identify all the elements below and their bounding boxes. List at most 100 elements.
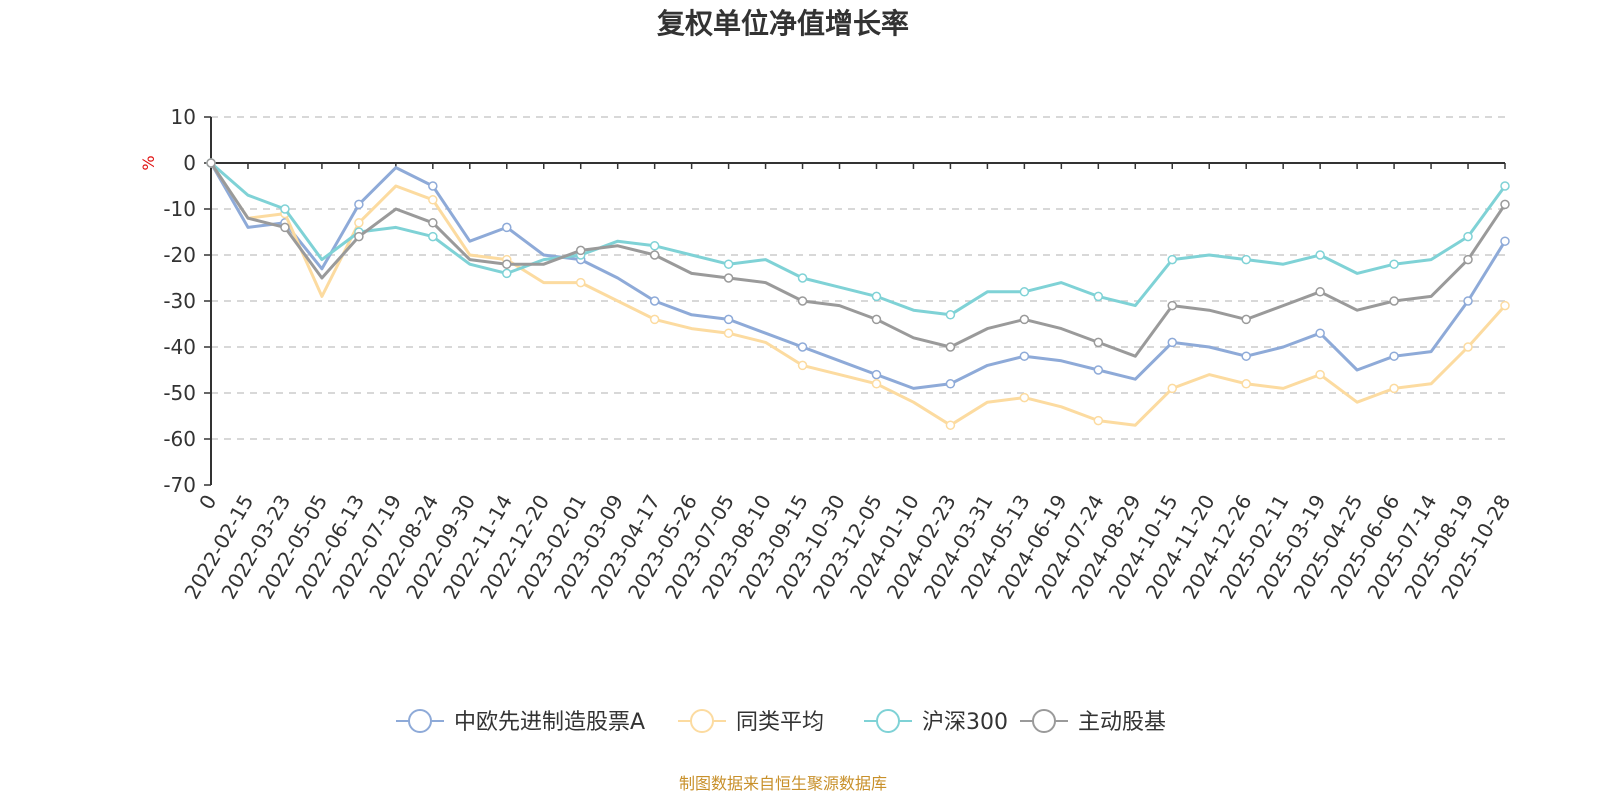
data-point-1-14 bbox=[723, 328, 734, 338]
legend-item-3[interactable]: 主动股基 bbox=[1020, 709, 1166, 735]
y-tick-label: -50 bbox=[163, 381, 196, 405]
y-tick-labels: 10 0 -10 -20 -30 -40 -50 -60 -70 bbox=[163, 105, 211, 497]
legend-label: 主动股基 bbox=[1078, 710, 1166, 735]
y-tick-label: -10 bbox=[163, 197, 196, 221]
data-point-0-14 bbox=[723, 314, 734, 325]
legend-marker-icon bbox=[876, 709, 900, 733]
series-line-3 bbox=[209, 162, 1507, 358]
data-point-3-34 bbox=[1463, 254, 1473, 265]
data-point-1-4 bbox=[354, 218, 364, 228]
y-tick-label: 10 bbox=[171, 105, 196, 129]
series-lines bbox=[206, 158, 1510, 430]
data-point-0-12 bbox=[649, 296, 660, 306]
data-point-3-12 bbox=[649, 250, 660, 260]
x-tick-label: 0 bbox=[194, 491, 221, 514]
y-tick-label: 0 bbox=[183, 151, 196, 175]
data-point-3-2 bbox=[280, 222, 290, 233]
data-point-2-12 bbox=[649, 241, 660, 251]
data-point-3-32 bbox=[1389, 296, 1399, 306]
legend-marker-icon bbox=[408, 709, 432, 733]
series-line-0 bbox=[209, 162, 1507, 390]
legend-item-2[interactable]: 沪深300 bbox=[864, 709, 1008, 735]
data-point-2-24 bbox=[1093, 291, 1104, 302]
data-point-1-16 bbox=[797, 360, 808, 371]
data-point-3-4 bbox=[354, 231, 364, 242]
data-point-0-6 bbox=[428, 181, 438, 191]
y-tick-label: -70 bbox=[163, 473, 196, 497]
grid-lines bbox=[211, 116, 1505, 440]
data-point-0-28 bbox=[1241, 351, 1251, 361]
legend[interactable]: 中欧先进制造股票A 同类平均 沪深300 主动股基 bbox=[396, 709, 1166, 735]
data-point-2-14 bbox=[723, 259, 734, 269]
data-point-2-6 bbox=[428, 231, 438, 242]
data-point-2-32 bbox=[1389, 259, 1399, 269]
data-source-note: 制图数据来自恒生聚源数据库 bbox=[679, 774, 887, 793]
data-point-0-22 bbox=[1019, 351, 1030, 361]
legend-marker-icon bbox=[1032, 709, 1056, 733]
data-point-2-30 bbox=[1315, 250, 1325, 260]
data-point-1-35 bbox=[1500, 300, 1510, 311]
data-point-1-30 bbox=[1315, 369, 1325, 380]
y-axis-unit-label: % bbox=[139, 155, 158, 170]
data-point-1-10 bbox=[575, 277, 586, 288]
legend-label: 同类平均 bbox=[736, 710, 824, 735]
data-point-3-20 bbox=[945, 342, 956, 352]
data-point-2-8 bbox=[502, 268, 512, 279]
data-point-1-18 bbox=[871, 379, 882, 389]
series-line-1 bbox=[209, 162, 1507, 427]
data-point-3-0 bbox=[206, 158, 216, 168]
legend-label: 沪深300 bbox=[922, 710, 1008, 735]
data-point-3-28 bbox=[1241, 314, 1251, 325]
data-point-0-20 bbox=[945, 379, 956, 389]
data-point-0-8 bbox=[502, 222, 512, 233]
data-point-2-2 bbox=[280, 204, 290, 214]
data-point-1-34 bbox=[1463, 342, 1473, 352]
legend-marker-icon bbox=[690, 709, 714, 733]
data-point-1-22 bbox=[1019, 392, 1030, 403]
data-point-0-26 bbox=[1167, 337, 1178, 348]
data-point-3-30 bbox=[1315, 287, 1325, 297]
data-point-0-4 bbox=[354, 199, 364, 210]
data-point-3-6 bbox=[428, 218, 438, 228]
data-point-2-26 bbox=[1167, 254, 1178, 265]
data-point-3-8 bbox=[502, 259, 512, 269]
data-point-1-6 bbox=[428, 195, 438, 205]
data-point-1-20 bbox=[945, 420, 956, 430]
data-point-2-20 bbox=[945, 310, 956, 320]
legend-item-1[interactable]: 同类平均 bbox=[678, 709, 824, 735]
data-point-2-28 bbox=[1241, 254, 1251, 265]
data-point-2-18 bbox=[871, 291, 882, 302]
y-tick-label: -60 bbox=[163, 427, 196, 451]
data-point-0-34 bbox=[1463, 296, 1473, 306]
data-point-3-10 bbox=[575, 245, 586, 256]
data-point-1-26 bbox=[1167, 383, 1178, 394]
data-point-3-22 bbox=[1019, 314, 1030, 325]
data-point-2-22 bbox=[1019, 287, 1030, 297]
data-point-3-14 bbox=[723, 273, 734, 283]
data-point-0-35 bbox=[1500, 236, 1510, 246]
data-point-1-24 bbox=[1093, 415, 1104, 426]
data-point-0-24 bbox=[1093, 365, 1104, 375]
legend-item-0[interactable]: 中欧先进制造股票A bbox=[396, 709, 645, 735]
data-point-1-32 bbox=[1389, 383, 1399, 394]
legend-label: 中欧先进制造股票A bbox=[454, 710, 645, 735]
data-point-0-16 bbox=[797, 342, 808, 352]
data-point-3-24 bbox=[1093, 337, 1104, 348]
data-point-0-32 bbox=[1389, 351, 1399, 361]
data-point-1-12 bbox=[649, 314, 660, 325]
y-tick-label: -30 bbox=[163, 289, 196, 313]
data-point-2-34 bbox=[1463, 231, 1473, 242]
y-tick-label: -20 bbox=[163, 243, 196, 267]
chart-title: 复权单位净值增长率 bbox=[657, 7, 909, 40]
data-point-3-26 bbox=[1167, 300, 1178, 311]
series-line-2 bbox=[210, 161, 1507, 317]
data-point-2-35 bbox=[1500, 181, 1510, 191]
data-point-3-35 bbox=[1500, 199, 1510, 210]
data-point-2-16 bbox=[797, 273, 808, 283]
data-point-3-16 bbox=[797, 296, 808, 306]
y-tick-label: -40 bbox=[163, 335, 196, 359]
data-point-0-18 bbox=[871, 369, 882, 380]
data-point-1-28 bbox=[1241, 379, 1251, 389]
data-point-0-30 bbox=[1315, 328, 1325, 338]
